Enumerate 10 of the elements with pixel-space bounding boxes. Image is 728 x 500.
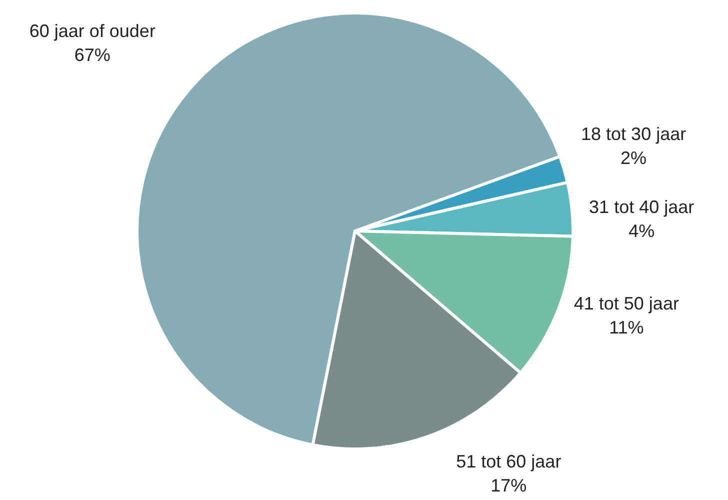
data-label: 67%	[74, 44, 110, 65]
data-label: 4%	[628, 220, 655, 241]
data-label: 2%	[620, 148, 647, 168]
slice-label: 41 tot 50 jaar	[574, 293, 679, 314]
slice-label: 60 jaar of ouder	[29, 20, 156, 41]
data-label: 11%	[609, 317, 644, 338]
slice-label: 18 tot 30 jaar	[581, 124, 686, 144]
data-label: 17%	[490, 476, 527, 496]
slice-label: 31 tot 40 jaar	[589, 196, 694, 217]
slice-label: 51 tot 60 jaar	[456, 452, 562, 472]
